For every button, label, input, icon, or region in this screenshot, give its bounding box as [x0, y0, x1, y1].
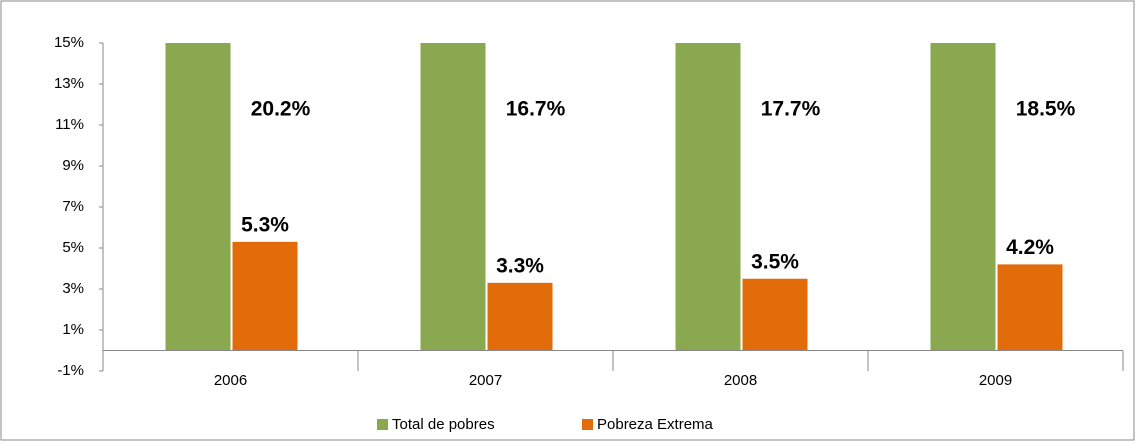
- legend-label: Pobreza Extrema: [597, 416, 714, 433]
- legend-label: Total de pobres: [392, 416, 495, 433]
- y-tick-label: 11%: [55, 116, 84, 133]
- value-label: 4.2%: [1006, 236, 1054, 259]
- value-label: 16.7%: [506, 98, 566, 121]
- legend-swatch: [377, 419, 388, 430]
- value-label: 18.5%: [1016, 98, 1076, 121]
- value-label: 20.2%: [251, 98, 311, 121]
- y-tick-label: 7%: [62, 198, 84, 215]
- y-tick-label: 13%: [54, 75, 84, 92]
- y-tick-label: 9%: [62, 157, 84, 174]
- y-tick-label: 15%: [54, 34, 84, 51]
- bar: [742, 278, 808, 351]
- x-tick-label: 2006: [214, 372, 247, 389]
- bar: [165, 43, 231, 351]
- x-tick-label: 2007: [469, 372, 502, 389]
- bar: [930, 43, 996, 351]
- y-tick-label: -1%: [57, 362, 84, 379]
- y-tick-label: 3%: [62, 280, 84, 297]
- value-label: 17.7%: [761, 98, 821, 121]
- bar: [487, 282, 553, 351]
- legend-swatch: [582, 419, 593, 430]
- value-label: 5.3%: [241, 213, 289, 236]
- x-tick-label: 2008: [724, 372, 757, 389]
- plot-area: [165, 43, 1063, 351]
- value-label: 3.3%: [496, 254, 544, 277]
- bar: [675, 43, 741, 351]
- value-label: 3.5%: [751, 250, 799, 273]
- x-tick-label: 2009: [979, 372, 1012, 389]
- y-tick-label: 5%: [62, 239, 84, 256]
- y-tick-label: 1%: [62, 321, 84, 338]
- bar: [997, 264, 1063, 351]
- bar: [232, 241, 298, 351]
- bar: [420, 43, 486, 351]
